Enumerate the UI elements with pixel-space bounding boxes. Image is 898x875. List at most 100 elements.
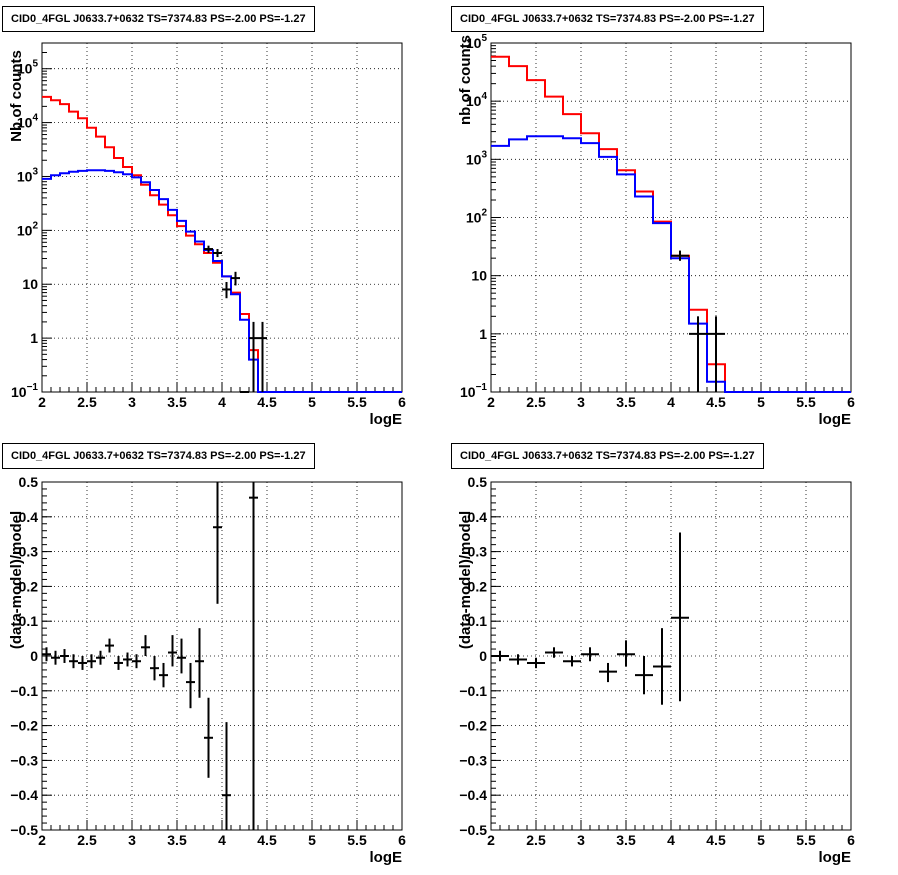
x-tick-label: 3 [577,832,585,848]
y-tick-exponent: 5 [481,33,487,44]
data-point [545,647,563,658]
x-tick-label: 2 [487,832,495,848]
x-tick-label: 6 [398,394,406,410]
x-tick-label: 2.5 [77,832,97,848]
y-tick-label: 103 [466,149,488,167]
data-point [60,649,69,663]
y-tick-label: 0.2 [468,578,488,594]
y-tick-label: 102 [466,208,488,226]
x-tick-label: 5.5 [347,832,367,848]
y-tick-label: 10 [22,276,38,292]
data-point [249,482,258,830]
y-tick-base: 10 [460,384,476,400]
y-axis-label: Nb of counts [8,50,25,142]
panel-3-title: CID0_4FGL J0633.7+0632 TS=7374.83 PS=-2.… [2,443,315,469]
histogram-model [42,169,402,393]
y-tick-label: −0.3 [459,752,487,768]
y-tick-label: 0 [30,648,38,664]
x-tick-label: 2.5 [526,832,546,848]
data-point [132,654,141,669]
x-axis-label: logE [819,849,852,866]
x-tick-label: 5 [308,394,316,410]
data-point [195,628,204,698]
panel-3: 2 2.5 3 3.5 4 4.5 5 5.5 6 −0.5 −0.4 −0.3 −0.2 −0.1 0 0.… [8,474,406,866]
y-tick-exponent: 4 [481,91,487,102]
y-tick-label: 0.3 [19,544,39,560]
data-point [159,662,168,688]
data-point [563,656,581,667]
panel-2-title: CID0_4FGL J0633.7+0632 TS=7374.83 PS=-2.… [451,6,764,32]
y-tick-label: −0.4 [10,787,38,803]
y-tick-exponent: 2 [481,208,487,219]
data-point [599,662,617,683]
x-axis-label: logE [370,411,403,428]
data-point [707,316,725,392]
y-tick-label: 0 [479,648,487,664]
y-tick-label: −0.4 [459,787,487,803]
y-tick-label: −0.2 [10,718,38,734]
panel-1: 2 2.5 3 3.5 4 4.5 5 5.5 610−1110102103104105logE… [8,42,406,428]
y-tick-base: 10 [466,210,482,226]
y-tick-label: −0.2 [459,718,487,734]
data-point [204,245,213,253]
plot-frame [41,42,403,393]
y-tick-base: 10 [17,222,33,238]
data-point [653,628,671,705]
y-tick-label: 1 [479,326,487,342]
data-point [213,482,222,604]
x-tick-label: 4 [667,832,675,848]
x-tick-label: 3 [128,394,136,410]
y-tick-exponent: 2 [32,220,38,231]
x-tick-label: 6 [847,832,855,848]
y-axis-label: (data-model)/model [457,511,474,649]
data-point [168,635,177,667]
data-point [617,640,635,667]
data-point [671,532,689,702]
data-point [105,638,114,653]
y-axis-label: (data-model)/model [8,511,25,649]
x-tick-label: 6 [847,394,855,410]
x-tick-label: 5.5 [347,394,367,410]
data-point [222,722,231,830]
x-tick-label: 3.5 [167,832,187,848]
y-tick-label: 10−1 [460,382,487,400]
x-tick-label: 2 [38,832,46,848]
data-point [141,635,150,656]
data-point [527,657,545,669]
y-tick-label: 103 [17,166,39,184]
y-tick-label: 0.1 [468,613,488,629]
x-tick-label: 5.5 [796,394,816,410]
data-point [78,656,87,670]
y-tick-label: −0.5 [459,822,487,838]
x-tick-label: 3 [128,832,136,848]
data-point [177,638,186,674]
y-tick-label: 0.1 [19,613,39,629]
x-tick-label: 3 [577,394,585,410]
panel-2: 2 2.5 3 3.5 4 4.5 5 5.5 610−1110102103104105logE… [457,33,855,428]
y-tick-label: 0.2 [19,578,39,594]
x-tick-label: 3.5 [616,394,636,410]
x-tick-label: 2 [487,394,495,410]
x-tick-label: 5 [757,832,765,848]
x-tick-label: 3.5 [167,394,187,410]
data-point [671,250,689,261]
y-axis-label: nb of counts [457,35,474,125]
y-tick-label: 0.3 [468,544,488,560]
x-tick-label: 2.5 [77,394,97,410]
y-tick-exponent: 5 [32,59,38,70]
panel-1-title: CID0_4FGL J0633.7+0632 TS=7374.83 PS=-2.… [2,6,315,32]
data-point [509,654,527,665]
y-tick-exponent: −1 [476,382,488,393]
y-tick-exponent: −1 [27,382,39,393]
x-tick-label: 6 [398,832,406,848]
data-point [123,652,132,667]
data-point [213,249,222,258]
y-tick-label: 0.5 [468,474,488,490]
data-point [87,654,96,669]
data-point [186,662,195,709]
data-point [51,650,60,665]
x-axis-label: logE [370,849,403,866]
x-tick-label: 4.5 [706,832,726,848]
y-tick-label: 1 [30,330,38,346]
y-tick-label: 10−1 [11,382,38,400]
